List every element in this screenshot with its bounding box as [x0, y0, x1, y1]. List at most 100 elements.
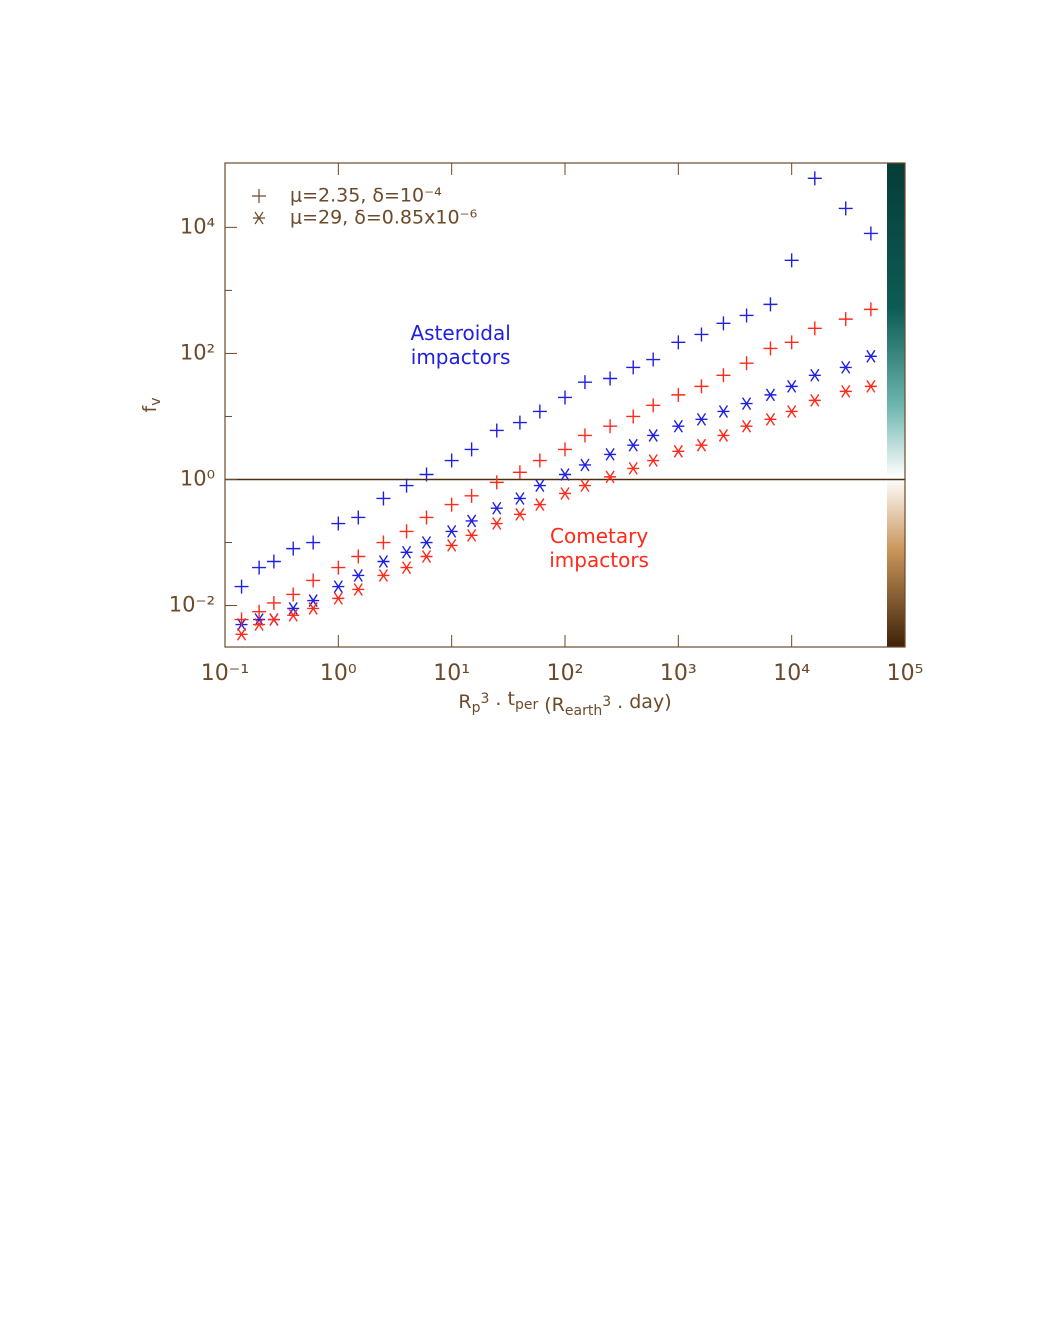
- data-point: [784, 253, 799, 268]
- data-point: [252, 604, 267, 619]
- data-point: [513, 507, 526, 521]
- data-point: [626, 360, 641, 375]
- data-point: [717, 405, 730, 418]
- data-point: [513, 492, 526, 505]
- data-point: [489, 423, 504, 438]
- colorbar: [887, 163, 905, 647]
- data-point: [420, 550, 433, 563]
- data-point: [286, 587, 301, 602]
- label-part: earth: [565, 703, 602, 719]
- data-point: [234, 579, 249, 594]
- data-point: [807, 171, 822, 186]
- data-point: [839, 361, 852, 374]
- legend-label: μ=2.35, δ=10⁻⁴: [290, 185, 442, 207]
- annotation: Cometary: [550, 524, 648, 548]
- label-part: f: [139, 405, 161, 413]
- data-point: [785, 405, 798, 418]
- data-point: [646, 352, 661, 367]
- data-point: [490, 501, 503, 515]
- data-point: [647, 429, 660, 442]
- data-point: [234, 612, 249, 627]
- data-point: [764, 388, 777, 402]
- data-point: [266, 595, 281, 610]
- data-point: [464, 488, 479, 503]
- annotation: impactors: [411, 345, 511, 369]
- data-point: [604, 448, 617, 461]
- annotation: impactors: [549, 548, 649, 572]
- data-point: [578, 458, 591, 472]
- data-point: [838, 312, 853, 327]
- x-tick-label: 10⁴: [773, 661, 810, 686]
- data-point: [694, 379, 709, 394]
- data-point: [695, 438, 708, 452]
- data-point: [306, 573, 321, 588]
- data-point: [287, 602, 300, 615]
- data-point: [266, 554, 281, 569]
- data-point: [764, 412, 777, 426]
- label-part: . day): [611, 691, 671, 713]
- label-part: . t: [489, 688, 515, 710]
- data-point: [807, 321, 822, 336]
- data-point: [558, 390, 572, 405]
- data-point: [672, 419, 685, 433]
- data-point: [399, 524, 414, 539]
- x-tick-label: 10⁻¹: [201, 661, 249, 686]
- data-point: [252, 560, 267, 575]
- data-point: [444, 453, 459, 468]
- data-point: [445, 539, 458, 552]
- data-point: [307, 602, 320, 615]
- data-point: [695, 412, 708, 426]
- label-part: R: [458, 691, 471, 713]
- data-point: [839, 384, 852, 398]
- data-point: [400, 561, 413, 574]
- data-point: [253, 618, 266, 631]
- data-point: [465, 514, 478, 528]
- data-point: [512, 415, 527, 430]
- y-tick-label: 10²: [180, 340, 215, 364]
- data-point: [763, 297, 778, 312]
- data-point: [400, 545, 413, 559]
- x-tick-label: 10⁵: [887, 661, 924, 686]
- data-point: [627, 438, 640, 452]
- label-part: 3: [602, 694, 611, 710]
- data-point: [532, 453, 547, 468]
- plot-frame: [224, 162, 906, 648]
- data-point: [646, 398, 661, 413]
- data-point: [864, 379, 877, 393]
- data-point: [445, 525, 458, 538]
- y-axis-label: fv: [139, 398, 165, 413]
- data-point: [739, 308, 754, 323]
- data-point: [627, 462, 640, 475]
- data-point: [626, 409, 641, 424]
- legend-marker: [252, 189, 266, 203]
- data-point: [763, 341, 778, 356]
- data-point: [559, 487, 571, 500]
- data-point: [377, 569, 390, 582]
- data-point: [864, 349, 877, 363]
- annotation: Asteroidal: [410, 321, 510, 345]
- data-point: [419, 510, 434, 525]
- label-part: per: [515, 697, 539, 713]
- data-point: [351, 510, 366, 525]
- data-point: [838, 201, 853, 216]
- data-point: [647, 454, 660, 467]
- data-point: [740, 397, 753, 410]
- data-point: [604, 470, 617, 484]
- data-point: [716, 368, 731, 383]
- data-point: [717, 429, 730, 442]
- data-point: [377, 555, 390, 568]
- data-point: [331, 560, 346, 575]
- data-point: [464, 442, 479, 457]
- data-point: [489, 475, 504, 490]
- label-part: 3: [480, 691, 489, 707]
- data-point: [490, 517, 503, 530]
- y-tick-label: 10⁰: [180, 466, 215, 490]
- data-point: [512, 465, 527, 480]
- data-point: [331, 516, 346, 531]
- data-point: [603, 419, 618, 434]
- data-point: [533, 479, 546, 492]
- data-point: [603, 371, 618, 386]
- data-point: [784, 335, 799, 350]
- data-point: [671, 335, 686, 350]
- data-point: [672, 444, 685, 458]
